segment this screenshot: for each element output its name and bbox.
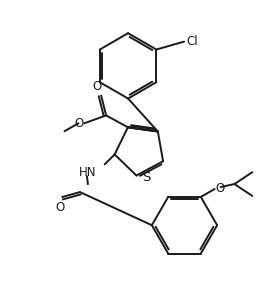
Text: S: S — [142, 171, 151, 184]
Text: O: O — [216, 181, 225, 195]
Text: HN: HN — [79, 166, 97, 179]
Text: Cl: Cl — [186, 35, 198, 48]
Text: O: O — [55, 201, 65, 214]
Text: O: O — [92, 80, 102, 93]
Text: O: O — [74, 117, 83, 130]
